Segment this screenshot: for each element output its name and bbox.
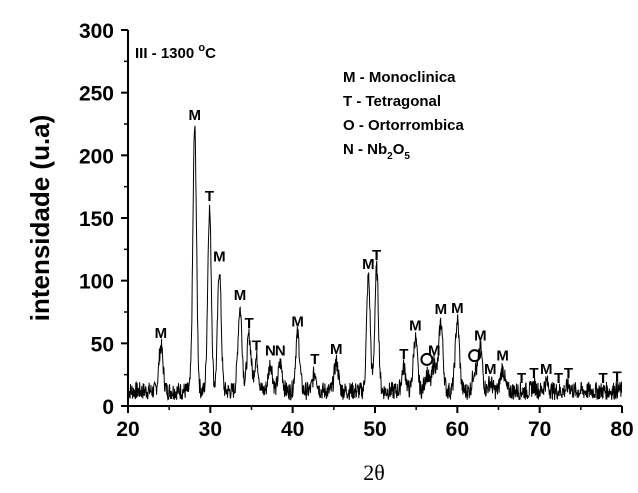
peak-label: M	[155, 325, 168, 342]
peak-label: M	[484, 361, 497, 378]
legend-entry-t: T - Tetragonal	[343, 93, 441, 110]
legend-entry-m: M - Monoclinica	[343, 69, 456, 86]
peak-label: T	[205, 188, 214, 205]
peak-label-o-marker	[420, 352, 434, 366]
diffraction-pattern-line	[128, 125, 622, 401]
y-tick-label: 200	[79, 145, 114, 168]
peak-label: T	[564, 365, 573, 382]
peak-label: M	[435, 301, 448, 318]
peak-label: M	[213, 248, 226, 265]
peak-label: M	[474, 327, 487, 344]
peak-label: M	[496, 347, 509, 364]
peak-label: M	[188, 107, 201, 124]
y-tick-label: 100	[79, 271, 114, 294]
peak-label: T	[517, 370, 526, 387]
peak-label: N	[265, 342, 276, 359]
peak-label: M	[362, 256, 375, 273]
peak-label: T	[244, 315, 253, 332]
x-tick-label: 80	[610, 418, 633, 441]
peak-label: M	[291, 314, 304, 331]
legend: M - Monoclinica T - Tetragonal O - Ortor…	[343, 69, 465, 162]
x-axis-label: 2θ	[363, 460, 385, 485]
legend-entry-n: N - Nb2O5	[343, 141, 410, 162]
peak-label: T	[554, 370, 563, 387]
peak-label: M	[540, 361, 553, 378]
y-tick-label: 50	[91, 333, 114, 356]
peak-label: T	[372, 247, 381, 264]
legend-entry-o: O - Ortorrombica	[343, 117, 465, 134]
peak-label: T	[252, 337, 261, 354]
x-tick-label: 50	[363, 418, 386, 441]
y-axis-label: intensidade (u.a)	[25, 115, 55, 322]
x-tick-label: 70	[528, 418, 551, 441]
y-tick-label: 300	[79, 20, 114, 43]
peak-label: T	[399, 346, 408, 363]
x-tick-label: 20	[116, 418, 139, 441]
x-tick-label: 60	[446, 418, 469, 441]
y-tick-label: 150	[79, 208, 114, 231]
peak-label: T	[529, 365, 538, 382]
peak-label: M	[234, 287, 247, 304]
chart-title: III - 1300 oC	[135, 42, 216, 62]
x-tick-label: 30	[199, 418, 222, 441]
peak-label-o-marker	[468, 349, 482, 363]
peak-label: T	[310, 351, 319, 368]
peak-label: M	[428, 342, 441, 359]
peak-label: N	[275, 342, 286, 359]
peak-label: M	[409, 317, 422, 334]
peak-label: T	[612, 369, 621, 386]
x-tick-label: 40	[281, 418, 304, 441]
peak-label: M	[451, 300, 464, 317]
peak-label: M	[330, 341, 343, 358]
y-tick-label: 0	[102, 396, 114, 419]
y-tick-label: 250	[79, 83, 114, 106]
peak-label: T	[598, 370, 607, 387]
